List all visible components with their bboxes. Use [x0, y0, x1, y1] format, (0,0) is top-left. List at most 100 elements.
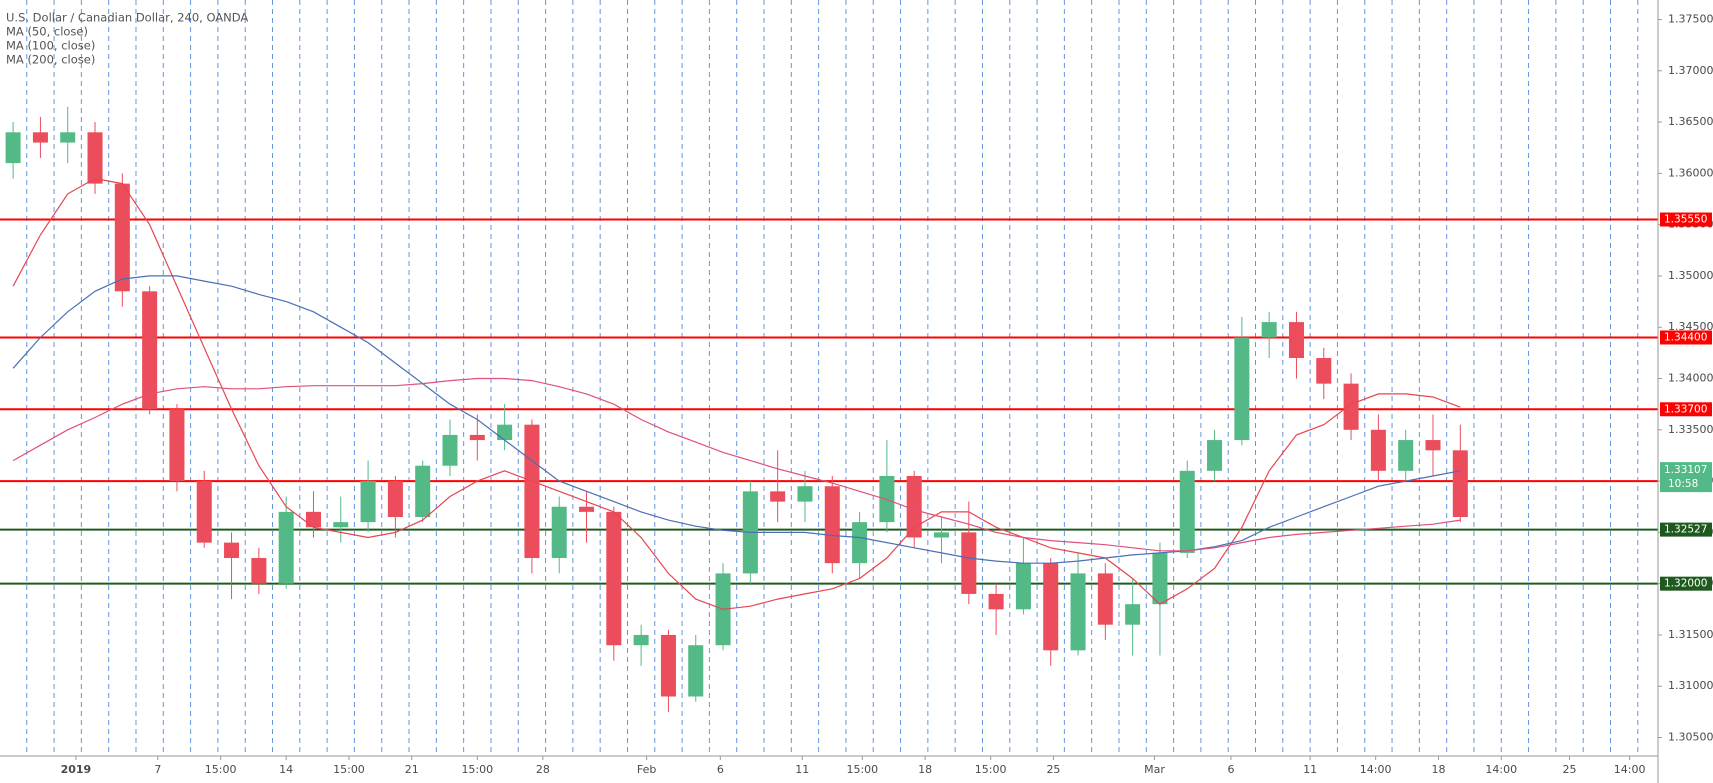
y-tick-label: 1.34500: [1668, 320, 1713, 333]
moving-average: [12, 275, 1461, 564]
plot: [0, 106, 1658, 712]
legend-entry: MA (200, close): [6, 53, 95, 67]
candle-body: [1425, 440, 1441, 451]
candle-body: [1097, 573, 1113, 625]
candle-body: [688, 645, 704, 697]
candle-body: [988, 593, 1004, 610]
x-tick-label: 14:00: [1360, 763, 1392, 776]
y-tick-label: 1.35000: [1668, 269, 1713, 282]
last-price-label: 1.33107: [1664, 464, 1707, 476]
level-tag: [1660, 522, 1712, 537]
candle-body: [415, 465, 431, 517]
y-tick-label: 1.30500: [1668, 731, 1713, 744]
candle-body: [1125, 604, 1141, 625]
level-tag: [1660, 330, 1712, 345]
candle-body: [442, 434, 458, 466]
candle-body: [633, 634, 649, 646]
level-tag: [1660, 402, 1712, 417]
candle-body: [387, 481, 403, 517]
x-tick-label: 14: [279, 763, 293, 776]
x-tick-label: 14:00: [1485, 763, 1517, 776]
countdown-label: 10:58: [1668, 478, 1698, 490]
candle-body: [5, 132, 21, 164]
candle-body: [770, 491, 786, 502]
candle-body: [906, 475, 922, 538]
last-price-tag: [1660, 462, 1712, 493]
candle-body: [1179, 470, 1195, 553]
level-label: 1.32527: [1664, 524, 1707, 536]
candle-body: [114, 183, 130, 292]
moving-average: [12, 377, 1461, 552]
candle-body: [360, 481, 376, 523]
candle-body: [1261, 322, 1277, 338]
candle-body: [469, 434, 485, 441]
candle-body: [660, 634, 676, 697]
x-tick-label: 15:00: [461, 763, 493, 776]
candle-body: [606, 511, 622, 646]
moving-average: [12, 177, 1461, 610]
price-axis-panel: [1658, 0, 1713, 783]
level-tag: [1660, 212, 1712, 227]
level-label: 1.35550: [1664, 214, 1707, 226]
level-tag: [1660, 576, 1712, 591]
x-tick-label: 15:00: [333, 763, 365, 776]
level-label: 1.34400: [1664, 331, 1707, 343]
candle-body: [797, 486, 813, 502]
candle-body: [852, 522, 868, 564]
x-tick-label: 15:00: [846, 763, 878, 776]
y-tick-label: 1.37000: [1668, 64, 1713, 77]
candle-body: [1343, 383, 1359, 430]
level-label: 1.33700: [1664, 403, 1707, 415]
x-tick-label: 6: [1227, 763, 1234, 776]
candle-body: [196, 481, 212, 543]
x-tick-label: 15:00: [205, 763, 237, 776]
candle-body: [224, 542, 240, 559]
candle-body: [32, 132, 48, 143]
y-tick-label: 1.36500: [1668, 115, 1713, 128]
x-tick-label: 25: [1563, 763, 1577, 776]
x-tick-label: 14:00: [1614, 763, 1646, 776]
x-tick-label: 18: [1431, 763, 1445, 776]
y-tick-label: 1.31500: [1668, 628, 1713, 641]
y-tick-label: 1.31000: [1668, 679, 1713, 692]
candle-body: [60, 132, 76, 143]
candle-body: [1152, 552, 1168, 605]
candle-body: [961, 532, 977, 594]
candle-body: [524, 424, 540, 559]
candle-body: [142, 291, 158, 410]
x-tick-label: 7: [154, 763, 161, 776]
candle-body: [1398, 440, 1414, 471]
candle-body: [1043, 563, 1059, 651]
legend: U.S. Dollar / Canadian Dollar, 240, OAND…: [6, 11, 248, 67]
y-tick-label: 1.34000: [1668, 372, 1713, 385]
legend-entry: MA (50, close): [6, 25, 88, 39]
candle-body: [87, 132, 103, 184]
candle-body: [1207, 440, 1223, 471]
legend-entry: MA (100, close): [6, 39, 95, 53]
x-tick-label: Mar: [1144, 763, 1165, 776]
x-tick-label: 21: [405, 763, 419, 776]
candle-body: [305, 511, 321, 528]
candle-body: [169, 409, 185, 482]
candle-body: [551, 506, 567, 559]
grid: [26, 0, 1639, 756]
x-tick-label: 28: [536, 763, 550, 776]
candle-body: [1234, 337, 1250, 441]
x-tick-label: 18: [918, 763, 932, 776]
candle-body: [1452, 450, 1468, 517]
y-tick-label: 1.37500: [1668, 12, 1713, 25]
candle-body: [251, 558, 267, 584]
y-tick-label: 1.36000: [1668, 166, 1713, 179]
candle-body: [333, 522, 349, 528]
candle-body: [278, 511, 294, 584]
x-tick-label: 11: [795, 763, 809, 776]
candle-body: [1370, 429, 1386, 471]
y-tick-label: 1.33500: [1668, 423, 1713, 436]
x-tick-label: 6: [717, 763, 724, 776]
chart-title: U.S. Dollar / Canadian Dollar, 240, OAND…: [6, 11, 248, 25]
candle-body: [1015, 563, 1031, 610]
level-label: 1.32000: [1664, 578, 1707, 590]
candle-body: [1288, 322, 1304, 358]
